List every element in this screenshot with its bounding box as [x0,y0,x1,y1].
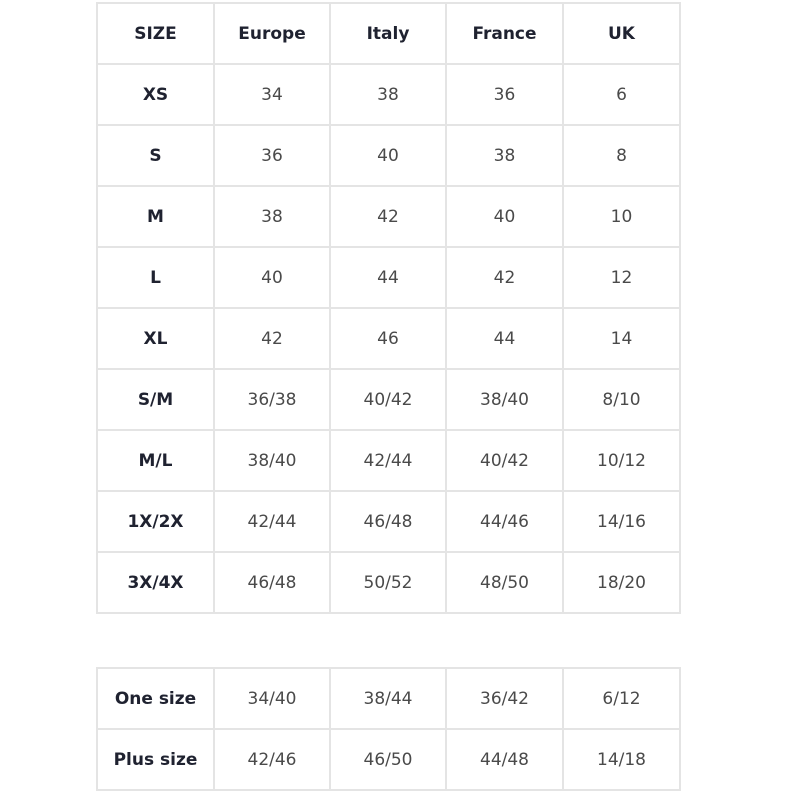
table-row: XS 34 38 36 6 [96,63,681,126]
column-header: Italy [329,2,447,65]
size-value-cell: 46/48 [329,490,447,553]
size-value-cell: 14/16 [562,490,681,553]
column-header: UK [562,2,681,65]
size-label-cell: XL [96,307,215,370]
size-value-cell: 44 [329,246,447,309]
size-value-cell: 34/40 [213,667,331,730]
size-value-cell: 6 [562,63,681,126]
size-value-cell: 38 [213,185,331,248]
size-value-cell: 38/40 [213,429,331,492]
size-value-cell: 40 [329,124,447,187]
size-value-cell: 10 [562,185,681,248]
size-value-cell: 40/42 [445,429,564,492]
size-value-cell: 42 [329,185,447,248]
size-value-cell: 46/48 [213,551,331,614]
size-label-cell: 1X/2X [96,490,215,553]
size-value-cell: 40 [213,246,331,309]
size-value-cell: 36 [213,124,331,187]
table-row: L 40 44 42 12 [96,246,681,309]
size-value-cell: 48/50 [445,551,564,614]
table-row: XL 42 46 44 14 [96,307,681,370]
table-row: Plus size 42/46 46/50 44/48 14/18 [96,728,681,791]
size-value-cell: 36/42 [445,667,564,730]
size-label-cell: M/L [96,429,215,492]
size-value-cell: 36 [445,63,564,126]
size-value-cell: 44/46 [445,490,564,553]
special-size-table: One size 34/40 38/44 36/42 6/12 Plus size 42/4… [96,667,681,791]
size-label-cell: One size [96,667,215,730]
size-value-cell: 38/40 [445,368,564,431]
column-header: Europe [213,2,331,65]
size-label-cell: L [96,246,215,309]
size-label-cell: S [96,124,215,187]
size-value-cell: 8/10 [562,368,681,431]
size-value-cell: 44 [445,307,564,370]
column-header: SIZE [96,2,215,65]
size-label-cell: 3X/4X [96,551,215,614]
size-value-cell: 42/44 [329,429,447,492]
size-value-cell: 40/42 [329,368,447,431]
table-header-row: SIZE Europe Italy France UK [96,2,681,65]
size-value-cell: 38/44 [329,667,447,730]
size-value-cell: 12 [562,246,681,309]
size-label-cell: XS [96,63,215,126]
size-value-cell: 34 [213,63,331,126]
table-row: 3X/4X 46/48 50/52 48/50 18/20 [96,551,681,614]
table-row: 1X/2X 42/44 46/48 44/46 14/16 [96,490,681,553]
size-value-cell: 6/12 [562,667,681,730]
size-value-cell: 38 [445,124,564,187]
table-row: M 38 42 40 10 [96,185,681,248]
size-value-cell: 50/52 [329,551,447,614]
size-value-cell: 40 [445,185,564,248]
size-value-cell: 36/38 [213,368,331,431]
size-value-cell: 10/12 [562,429,681,492]
size-conversion-table: SIZE Europe Italy France UK XS 34 38 36 6 S 36 40 38 8… [96,2,681,614]
size-label-cell: M [96,185,215,248]
table-row: M/L 38/40 42/44 40/42 10/12 [96,429,681,492]
size-value-cell: 38 [329,63,447,126]
size-value-cell: 42 [213,307,331,370]
size-value-cell: 42/44 [213,490,331,553]
size-value-cell: 14/18 [562,728,681,791]
size-value-cell: 14 [562,307,681,370]
size-value-cell: 18/20 [562,551,681,614]
size-label-cell: S/M [96,368,215,431]
size-value-cell: 8 [562,124,681,187]
size-value-cell: 42/46 [213,728,331,791]
column-header: France [445,2,564,65]
size-value-cell: 46/50 [329,728,447,791]
size-label-cell: Plus size [96,728,215,791]
size-value-cell: 44/48 [445,728,564,791]
size-value-cell: 42 [445,246,564,309]
table-row: S/M 36/38 40/42 38/40 8/10 [96,368,681,431]
table-row: One size 34/40 38/44 36/42 6/12 [96,667,681,730]
table-row: S 36 40 38 8 [96,124,681,187]
size-value-cell: 46 [329,307,447,370]
